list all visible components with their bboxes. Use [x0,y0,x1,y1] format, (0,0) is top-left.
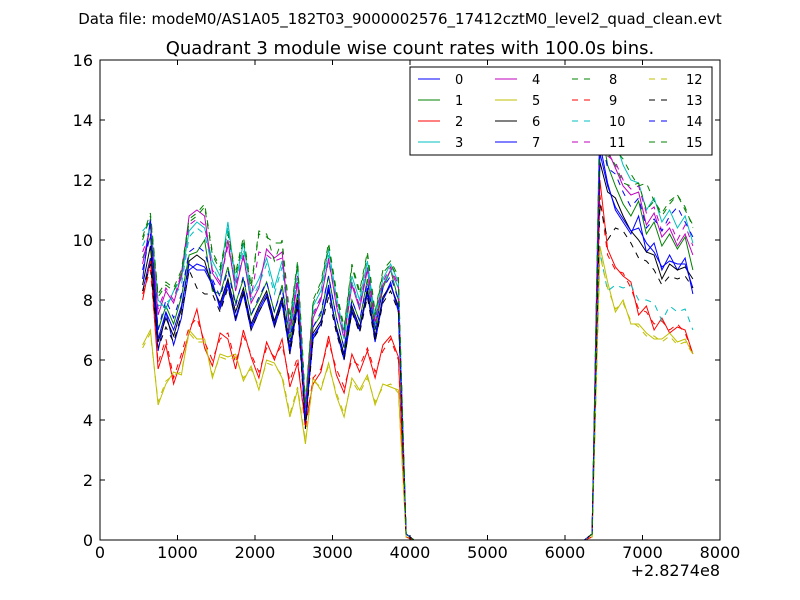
axis-ticks: 0 1000 2000 3000 4000 5000 6000 7000 80000246810… [73,51,741,562]
legend-label-6: 6 [532,115,540,130]
x-tick-label: 5000 [467,543,508,562]
y-tick-label: 6 [83,351,93,370]
legend-label-0: 0 [455,73,463,88]
x-offset-label: +2.8274e8 [631,561,720,580]
y-tick-label: 10 [73,231,93,250]
legend-label-10: 10 [609,115,626,130]
x-tick-label: 4000 [390,543,431,562]
x-tick-label: 0 [95,543,105,562]
x-tick-label: 2000 [235,543,276,562]
x-tick-label: 3000 [312,543,353,562]
chart-title: Quadrant 3 module wise count rates with … [166,38,655,59]
x-tick-label: 7000 [622,543,663,562]
legend-label-15: 15 [686,136,703,151]
series-line-15 [142,122,694,541]
legend-label-11: 11 [609,136,626,151]
legend-label-9: 9 [609,94,617,109]
legend-label-5: 5 [532,94,540,109]
x-tick-label: 1000 [157,543,198,562]
y-tick-label: 4 [83,411,93,430]
legend-box [409,66,713,156]
legend-label-13: 13 [686,94,703,109]
legend-label-4: 4 [532,73,540,88]
y-tick-label: 16 [73,51,93,70]
y-tick-label: 12 [73,171,93,190]
legend-label-8: 8 [609,73,617,88]
legend-label-12: 12 [686,73,703,88]
legend-label-1: 1 [455,94,463,109]
legend-label-3: 3 [455,136,463,151]
y-tick-label: 0 [83,531,93,550]
legend-label-7: 7 [532,136,540,151]
y-tick-label: 8 [83,291,93,310]
y-tick-label: 14 [73,111,93,130]
figure-suptitle: Data file: modeM0/AS1A05_182T03_90000025… [78,10,722,29]
x-tick-label: 6000 [545,543,586,562]
legend-label-2: 2 [455,115,463,130]
y-tick-label: 2 [83,471,93,490]
x-tick-label: 8000 [700,543,741,562]
series-line-13 [142,203,694,541]
legend-label-14: 14 [686,115,703,130]
